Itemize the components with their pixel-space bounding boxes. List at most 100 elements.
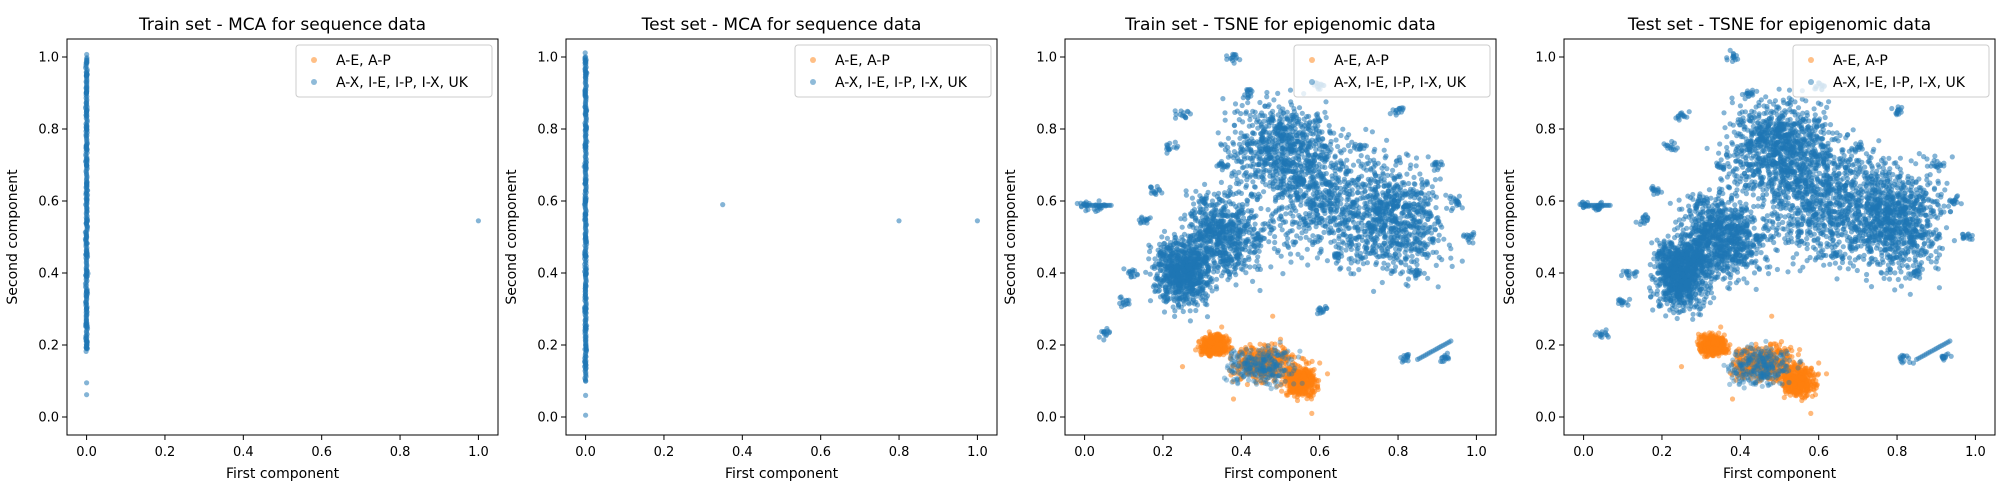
data-point	[583, 198, 589, 204]
data-point	[1403, 256, 1409, 262]
x-tick-label: 0.6	[810, 445, 831, 460]
data-point	[1267, 230, 1273, 236]
data-point	[1233, 282, 1239, 288]
data-point	[1190, 285, 1196, 291]
data-point	[1270, 108, 1276, 114]
data-point	[1277, 222, 1283, 229]
data-point	[1356, 143, 1362, 149]
data-point	[1422, 222, 1428, 228]
data-point	[1222, 263, 1228, 269]
data-point	[1423, 243, 1429, 250]
data-point	[1364, 228, 1371, 234]
data-point	[1436, 232, 1442, 238]
data-point	[1275, 90, 1281, 96]
data-point	[1275, 185, 1281, 191]
subplot-test-mca: Test set - MCA for sequence data First c…	[504, 15, 998, 482]
data-point	[1214, 268, 1221, 274]
data-point	[1289, 221, 1295, 227]
data-point	[1419, 206, 1425, 212]
data-point	[1384, 166, 1390, 172]
data-point	[1189, 290, 1196, 297]
data-point	[1299, 230, 1305, 236]
data-point	[1283, 211, 1289, 217]
data-point	[1131, 273, 1137, 280]
data-point	[1192, 217, 1198, 223]
data-point	[1436, 254, 1442, 260]
data-point	[1307, 119, 1313, 125]
data-point	[1178, 216, 1184, 222]
data-point	[1429, 239, 1435, 245]
x-tick-label: 0.8	[889, 445, 910, 460]
data-point	[1186, 301, 1192, 307]
data-point	[1346, 191, 1352, 197]
data-point	[1290, 239, 1296, 245]
data-point	[1297, 235, 1304, 241]
data-point	[1417, 201, 1423, 207]
data-point	[1173, 145, 1180, 151]
data-point	[1222, 251, 1228, 257]
data-point	[1163, 252, 1169, 259]
scatter-points	[1074, 51, 1477, 416]
data-point	[1172, 313, 1178, 319]
data-point	[1290, 168, 1296, 175]
data-point	[1284, 114, 1290, 120]
data-point	[1330, 176, 1336, 182]
data-point	[1220, 218, 1226, 224]
data-point	[1334, 222, 1340, 228]
data-point	[1189, 195, 1195, 201]
data-point	[1225, 154, 1231, 160]
data-point	[1307, 170, 1314, 176]
data-point	[84, 90, 90, 96]
data-point	[1403, 262, 1409, 268]
data-point	[1326, 123, 1332, 129]
data-point	[1318, 235, 1324, 241]
data-point	[1290, 180, 1296, 186]
data-point	[1368, 176, 1374, 182]
data-point	[1247, 117, 1253, 123]
data-point	[1281, 188, 1288, 194]
data-point	[1418, 218, 1424, 224]
data-point	[1335, 241, 1341, 247]
data-point	[1375, 179, 1381, 185]
data-point	[1220, 96, 1226, 102]
data-point	[1356, 205, 1362, 211]
data-point	[1259, 173, 1265, 180]
data-point	[1245, 95, 1251, 101]
data-point	[1270, 173, 1276, 179]
data-point	[1262, 103, 1268, 109]
data-point	[1243, 109, 1249, 115]
data-point	[1123, 301, 1129, 307]
data-point	[1417, 240, 1423, 246]
data-point	[1270, 180, 1276, 186]
data-point	[1385, 246, 1391, 252]
data-point	[583, 306, 589, 312]
data-point	[1439, 354, 1446, 360]
data-point	[1402, 249, 1408, 255]
data-point	[1280, 106, 1286, 112]
data-point	[1156, 287, 1162, 293]
legend-label-blue: A-X, I-E, I-P, I-X, UK	[835, 75, 968, 91]
data-point	[1471, 230, 1477, 236]
data-point	[1286, 167, 1292, 173]
data-point	[1403, 191, 1409, 197]
data-point	[1168, 248, 1174, 254]
data-point	[1259, 135, 1265, 141]
data-point	[1249, 122, 1256, 128]
data-point	[1143, 269, 1149, 275]
data-point	[1265, 119, 1271, 125]
data-point	[1305, 152, 1311, 158]
data-point	[1245, 254, 1252, 260]
y-tick-label: 0.4	[537, 267, 558, 282]
data-point	[1427, 213, 1433, 220]
data-point	[1273, 165, 1279, 171]
data-point	[1340, 161, 1346, 167]
data-point	[1258, 131, 1264, 137]
chart-title: Train set - TSNE for epigenomic data	[1124, 15, 1436, 35]
data-point	[1367, 192, 1373, 198]
data-point	[1257, 266, 1263, 272]
data-point	[1359, 190, 1365, 196]
data-point	[1387, 211, 1393, 217]
data-point	[1170, 274, 1176, 280]
data-point	[1281, 160, 1287, 166]
data-point	[1363, 242, 1369, 248]
